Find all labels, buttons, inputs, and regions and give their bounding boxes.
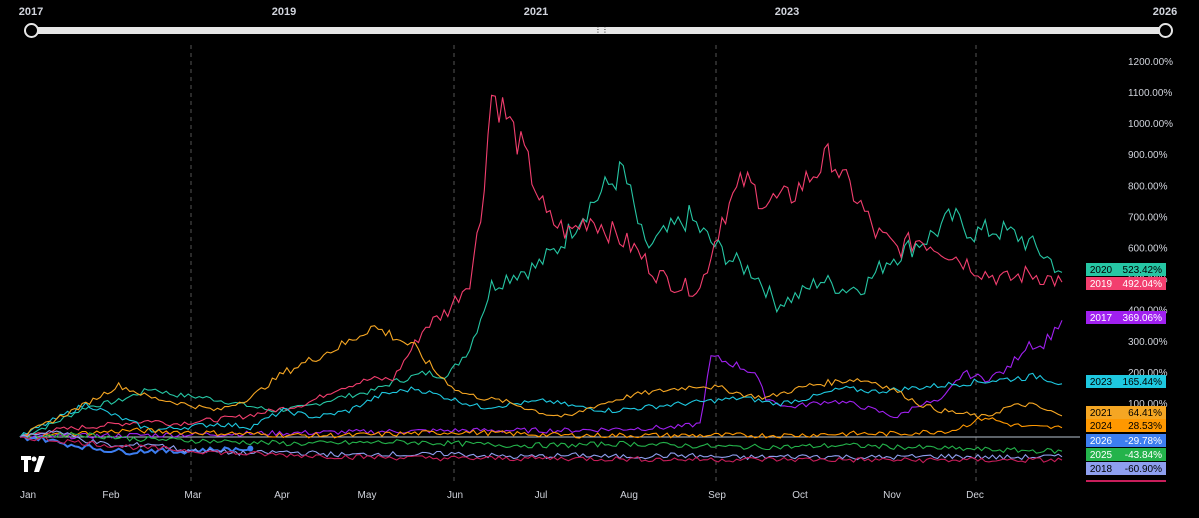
x-tick-label: Feb xyxy=(102,490,120,501)
series-year-label: 2025 xyxy=(1090,450,1113,461)
range-year-label: 2023 xyxy=(774,6,800,18)
y-tick-label: 1200.00% xyxy=(1128,57,1173,68)
series-line xyxy=(19,372,1063,438)
series-year-badge xyxy=(1086,375,1117,388)
series-value-badge xyxy=(1117,434,1166,447)
y-tick-label: 100.00% xyxy=(1128,399,1168,410)
series-value-label: 369.06% xyxy=(1123,313,1163,324)
range-track[interactable] xyxy=(31,27,1165,34)
series-year-label: 2026 xyxy=(1090,436,1113,447)
series-year-label: 2017 xyxy=(1090,313,1113,324)
series-year-badge xyxy=(1086,419,1117,432)
series-badge-underline xyxy=(1086,480,1166,482)
range-selector[interactable]: 2017 2019 2021 2023 2026 ⋮⋮ xyxy=(0,0,1199,45)
series-year-label: 2024 xyxy=(1090,421,1113,432)
range-end-handle[interactable] xyxy=(1158,23,1173,38)
tradingview-logo-icon xyxy=(21,456,45,472)
x-tick-label: Mar xyxy=(184,490,202,501)
y-tick-label: 600.00% xyxy=(1128,244,1168,255)
x-tick-label: Nov xyxy=(883,490,901,501)
series-year-badge xyxy=(1086,434,1117,447)
series-year-label: 2019 xyxy=(1090,279,1113,290)
series-line xyxy=(19,429,1063,461)
x-tick-label: Jul xyxy=(535,490,548,501)
series-line xyxy=(19,431,1063,455)
series-line xyxy=(19,325,1063,438)
series-line xyxy=(19,94,1063,438)
x-tick-label: May xyxy=(358,490,377,501)
x-tick-label: Apr xyxy=(274,490,290,501)
series-value-label: 492.04% xyxy=(1123,279,1163,290)
current-point-marker xyxy=(247,445,254,452)
series-value-badge xyxy=(1117,277,1166,290)
series-value-badge xyxy=(1117,406,1166,419)
y-tick-label: 1000.00% xyxy=(1128,119,1173,130)
y-tick-label: 1100.00% xyxy=(1128,88,1172,99)
y-tick-label: 300.00% xyxy=(1128,337,1168,348)
series-year-badge xyxy=(1086,311,1117,324)
series-line xyxy=(19,320,1063,440)
series-year-label: 2018 xyxy=(1090,464,1113,475)
x-tick-label: Dec xyxy=(966,490,984,501)
series-value-badge xyxy=(1117,419,1166,432)
series-line xyxy=(19,160,1063,438)
series-year-badge xyxy=(1086,263,1117,276)
x-tick-label: Jun xyxy=(447,490,463,501)
series-value-label: -43.84% xyxy=(1125,450,1162,461)
series-value-label: 165.44% xyxy=(1123,377,1163,388)
range-start-handle[interactable] xyxy=(24,23,39,38)
range-year-label: 2017 xyxy=(18,6,44,18)
series-value-badge xyxy=(1117,448,1166,461)
y-tick-label: 800.00% xyxy=(1128,181,1168,192)
series-value-badge xyxy=(1117,375,1166,388)
x-tick-label: Oct xyxy=(792,490,808,501)
series-value-label: 523.42% xyxy=(1123,265,1163,276)
series-value-badge xyxy=(1117,263,1166,276)
y-tick-label: 900.00% xyxy=(1128,150,1168,161)
y-tick-label: 700.00% xyxy=(1128,212,1168,223)
grip-icon[interactable]: ⋮⋮ xyxy=(594,25,609,34)
range-year-label: 2019 xyxy=(271,6,297,18)
x-tick-label: Sep xyxy=(708,490,726,501)
series-line xyxy=(19,416,1063,440)
series-value-badge xyxy=(1117,462,1166,475)
seasonal-chart[interactable]: Jan Feb Mar Apr May Jun Jul Aug Sep Oct Nov Dec 100.… xyxy=(0,45,1199,518)
series-year-label: 2021 xyxy=(1090,408,1113,419)
series-value-label: 64.41% xyxy=(1128,408,1162,419)
range-year-label: 2026 xyxy=(1152,6,1178,18)
x-tick-label: Jan xyxy=(20,490,36,501)
series-value-badge xyxy=(1117,311,1166,324)
series-year-badge xyxy=(1086,462,1117,475)
series-value-label: 28.53% xyxy=(1128,421,1162,432)
series-value-label: -60.90% xyxy=(1125,464,1162,475)
series-year-badge xyxy=(1086,277,1117,290)
series-year-label: 2020 xyxy=(1090,265,1113,276)
range-year-label: 2021 xyxy=(523,6,549,18)
series-year-badge xyxy=(1086,448,1117,461)
x-tick-label: Aug xyxy=(620,490,638,501)
series-value-label: -29.78% xyxy=(1125,436,1162,447)
y-tick-label: 200.00% xyxy=(1128,368,1168,379)
series-year-label: 2023 xyxy=(1090,377,1113,388)
series-line xyxy=(19,436,1063,464)
series-year-badge xyxy=(1086,406,1117,419)
